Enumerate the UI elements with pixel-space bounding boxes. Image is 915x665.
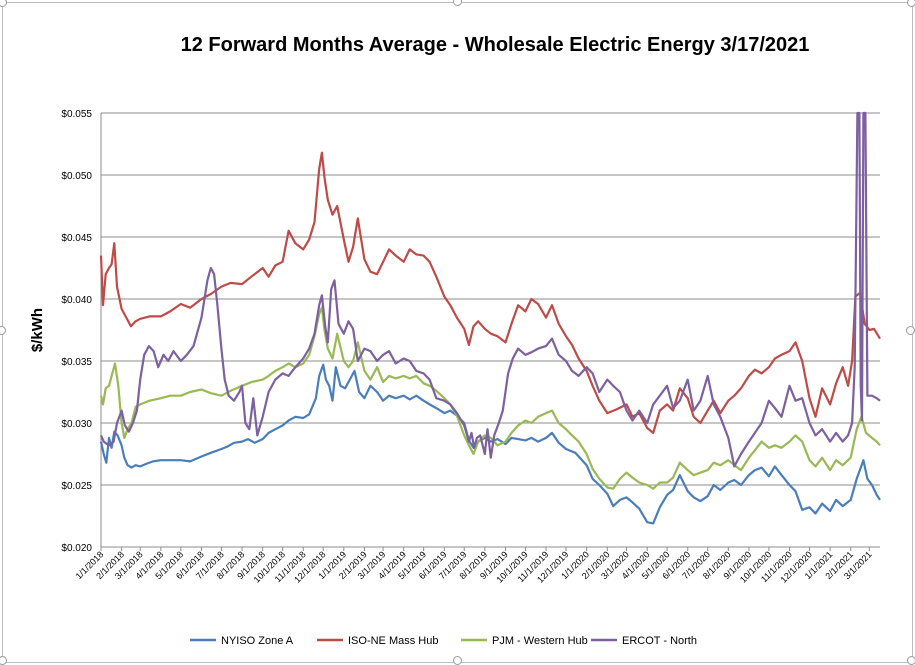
y-axis-label: $/kWh xyxy=(29,308,46,352)
y-tick-label: $0.040 xyxy=(61,295,92,306)
y-tick-label: $0.025 xyxy=(61,481,92,492)
legend-label: NYISO Zone A xyxy=(221,635,294,647)
series-line-iso-ne-mass-hub xyxy=(99,151,881,434)
y-tick-label: $0.050 xyxy=(61,171,92,182)
series-lines xyxy=(99,111,881,525)
y-tick-label: $0.035 xyxy=(61,357,92,368)
gridlines xyxy=(101,112,880,548)
legend-label: ISO-NE Mass Hub xyxy=(348,635,438,647)
resize-handle-top[interactable] xyxy=(453,0,462,6)
y-tick-label: $0.055 xyxy=(61,109,92,120)
legend-item: PJM - Western Hub xyxy=(461,635,588,647)
chart-title: 12 Forward Months Average - Wholesale El… xyxy=(180,34,810,56)
series-line-ercot-north xyxy=(99,111,881,468)
x-axis-ticks: 1/1/20182/1/20183/1/20184/1/20185/1/2018… xyxy=(74,547,874,585)
resize-handle-top-right[interactable] xyxy=(907,0,915,7)
resize-handle-left[interactable] xyxy=(0,326,6,335)
series-line-pjm-western-hub xyxy=(99,306,881,490)
y-tick-label: $0.020 xyxy=(61,543,92,554)
axes xyxy=(100,113,880,548)
legend-label: ERCOT - North xyxy=(622,635,697,647)
y-tick-label: $0.030 xyxy=(61,419,92,430)
legend-item: ERCOT - North xyxy=(591,635,697,647)
y-tick-label: $0.045 xyxy=(61,233,92,244)
legend-item: NYISO Zone A xyxy=(190,635,294,647)
legend: NYISO Zone A ISO-NE Mass Hub PJM - Western… xyxy=(190,635,697,647)
legend-label: PJM - Western Hub xyxy=(492,635,588,647)
y-axis-ticks: $0.020 $0.025 $0.030 $0.035 $0.040 $0.045 $0.0… xyxy=(61,109,92,554)
resize-handle-top-left[interactable] xyxy=(0,0,7,7)
legend-item: ISO-NE Mass Hub xyxy=(317,635,438,647)
